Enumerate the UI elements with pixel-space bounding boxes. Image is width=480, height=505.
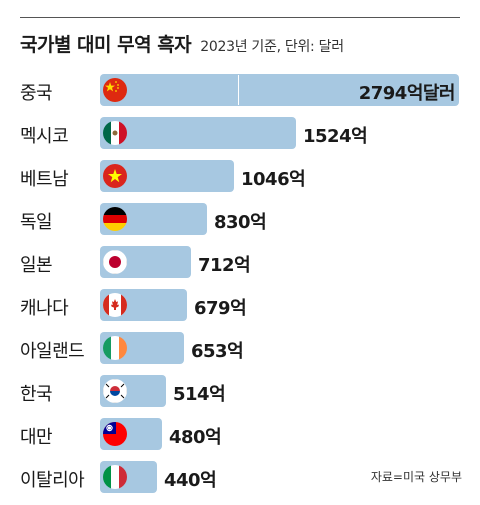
category-label: 대만 <box>20 427 53 448</box>
data-label: 653억 <box>191 341 244 362</box>
italy-flag-icon <box>103 465 127 489</box>
canada-flag-icon <box>103 293 127 317</box>
china-flag-icon <box>103 78 127 102</box>
category-label: 아일랜드 <box>20 341 85 362</box>
bar-row: 중국 2794억달러 <box>0 74 480 106</box>
bar-row: 캐나다 679억 <box>0 289 480 321</box>
japan-flag-icon <box>103 250 127 274</box>
bar-row: 대만 480억 <box>0 418 480 450</box>
bar-row: 이탈리아 440억 <box>0 461 480 493</box>
chart-header: 국가별 대미 무역 흑자 2023년 기준, 단위: 달러 <box>20 30 344 57</box>
bar-row: 멕시코 1524억 <box>0 117 480 149</box>
bar-divider <box>241 161 242 191</box>
data-label: 1046억 <box>241 169 306 190</box>
data-label: 480억 <box>169 427 222 448</box>
category-label: 베트남 <box>20 169 69 190</box>
source-note: 자료=미국 상무부 <box>370 470 462 484</box>
category-label: 중국 <box>20 83 53 104</box>
category-label: 독일 <box>20 212 53 233</box>
data-label: 2794억달러 <box>358 83 456 104</box>
data-label: 514억 <box>173 384 226 405</box>
bar <box>100 117 296 149</box>
mexico-flag-icon <box>103 121 127 145</box>
data-label: 712억 <box>198 255 251 276</box>
bar-divider <box>238 75 239 105</box>
bar-row: 베트남 1046억 <box>0 160 480 192</box>
bar-row: 일본 712억 <box>0 246 480 278</box>
taiwan-flag-icon <box>103 422 127 446</box>
germany-flag-icon <box>103 207 127 231</box>
data-label: 830억 <box>214 212 267 233</box>
bar-row: 독일 830억 <box>0 203 480 235</box>
ireland-flag-icon <box>103 336 127 360</box>
category-label: 일본 <box>20 255 53 276</box>
data-label: 440억 <box>164 470 217 491</box>
vietnam-flag-icon <box>103 164 127 188</box>
top-rule <box>20 17 460 18</box>
chart-subtitle: 2023년 기준, 단위: 달러 <box>200 39 344 55</box>
category-label: 한국 <box>20 384 53 405</box>
bar-row: 아일랜드 653억 <box>0 332 480 364</box>
category-label: 이탈리아 <box>20 470 85 491</box>
data-label: 679억 <box>194 298 247 319</box>
data-label: 1524억 <box>303 126 368 147</box>
bar-row: 한국 514억 <box>0 375 480 407</box>
category-label: 캐나다 <box>20 298 69 319</box>
chart-title: 국가별 대미 무역 흑자 <box>20 34 192 56</box>
bar <box>100 74 459 106</box>
category-label: 멕시코 <box>20 126 69 147</box>
korea-flag-icon <box>103 379 127 403</box>
